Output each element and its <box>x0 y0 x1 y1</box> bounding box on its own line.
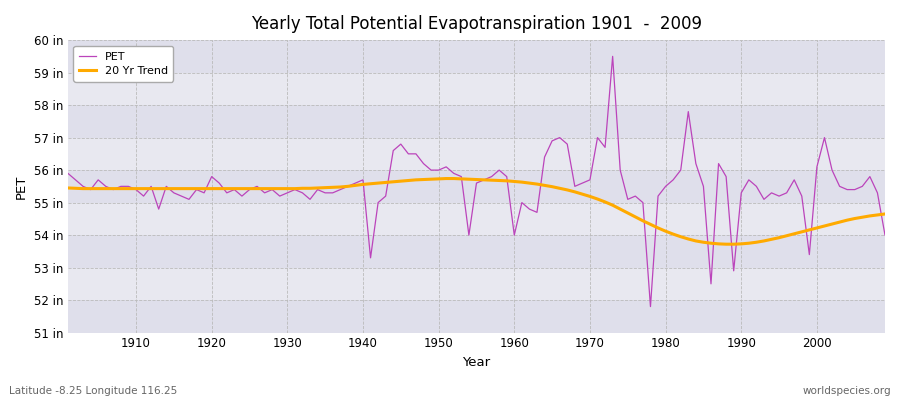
PET <box>599 145 610 150</box>
PET <box>879 233 890 238</box>
PET <box>62 171 73 176</box>
Y-axis label: PET: PET <box>15 174 28 198</box>
Text: Latitude -8.25 Longitude 116.25: Latitude -8.25 Longitude 116.25 <box>9 386 177 396</box>
20 Yr Trend <box>508 179 519 184</box>
20 Yr Trend <box>517 180 527 184</box>
Bar <box>68 40 885 73</box>
Line: PET: PET <box>68 56 885 306</box>
20 Yr Trend <box>290 186 301 191</box>
PET <box>290 187 301 192</box>
Line: 20 Yr Trend: 20 Yr Trend <box>68 178 885 244</box>
20 Yr Trend <box>62 186 73 190</box>
Text: worldspecies.org: worldspecies.org <box>803 386 891 396</box>
PET <box>608 54 618 59</box>
20 Yr Trend <box>441 176 452 181</box>
Bar <box>68 235 885 268</box>
PET <box>501 174 512 179</box>
PET <box>508 233 519 238</box>
Bar <box>68 300 885 332</box>
X-axis label: Year: Year <box>463 356 491 369</box>
Bar <box>68 105 885 138</box>
20 Yr Trend <box>721 242 732 246</box>
PET <box>335 187 346 192</box>
PET <box>123 184 134 189</box>
Bar <box>68 170 885 202</box>
Title: Yearly Total Potential Evapotranspiration 1901  -  2009: Yearly Total Potential Evapotranspiratio… <box>251 15 702 33</box>
20 Yr Trend <box>335 184 346 189</box>
20 Yr Trend <box>879 212 890 216</box>
20 Yr Trend <box>608 203 618 208</box>
Legend: PET, 20 Yr Trend: PET, 20 Yr Trend <box>74 46 174 82</box>
PET <box>645 304 656 309</box>
20 Yr Trend <box>123 186 134 191</box>
